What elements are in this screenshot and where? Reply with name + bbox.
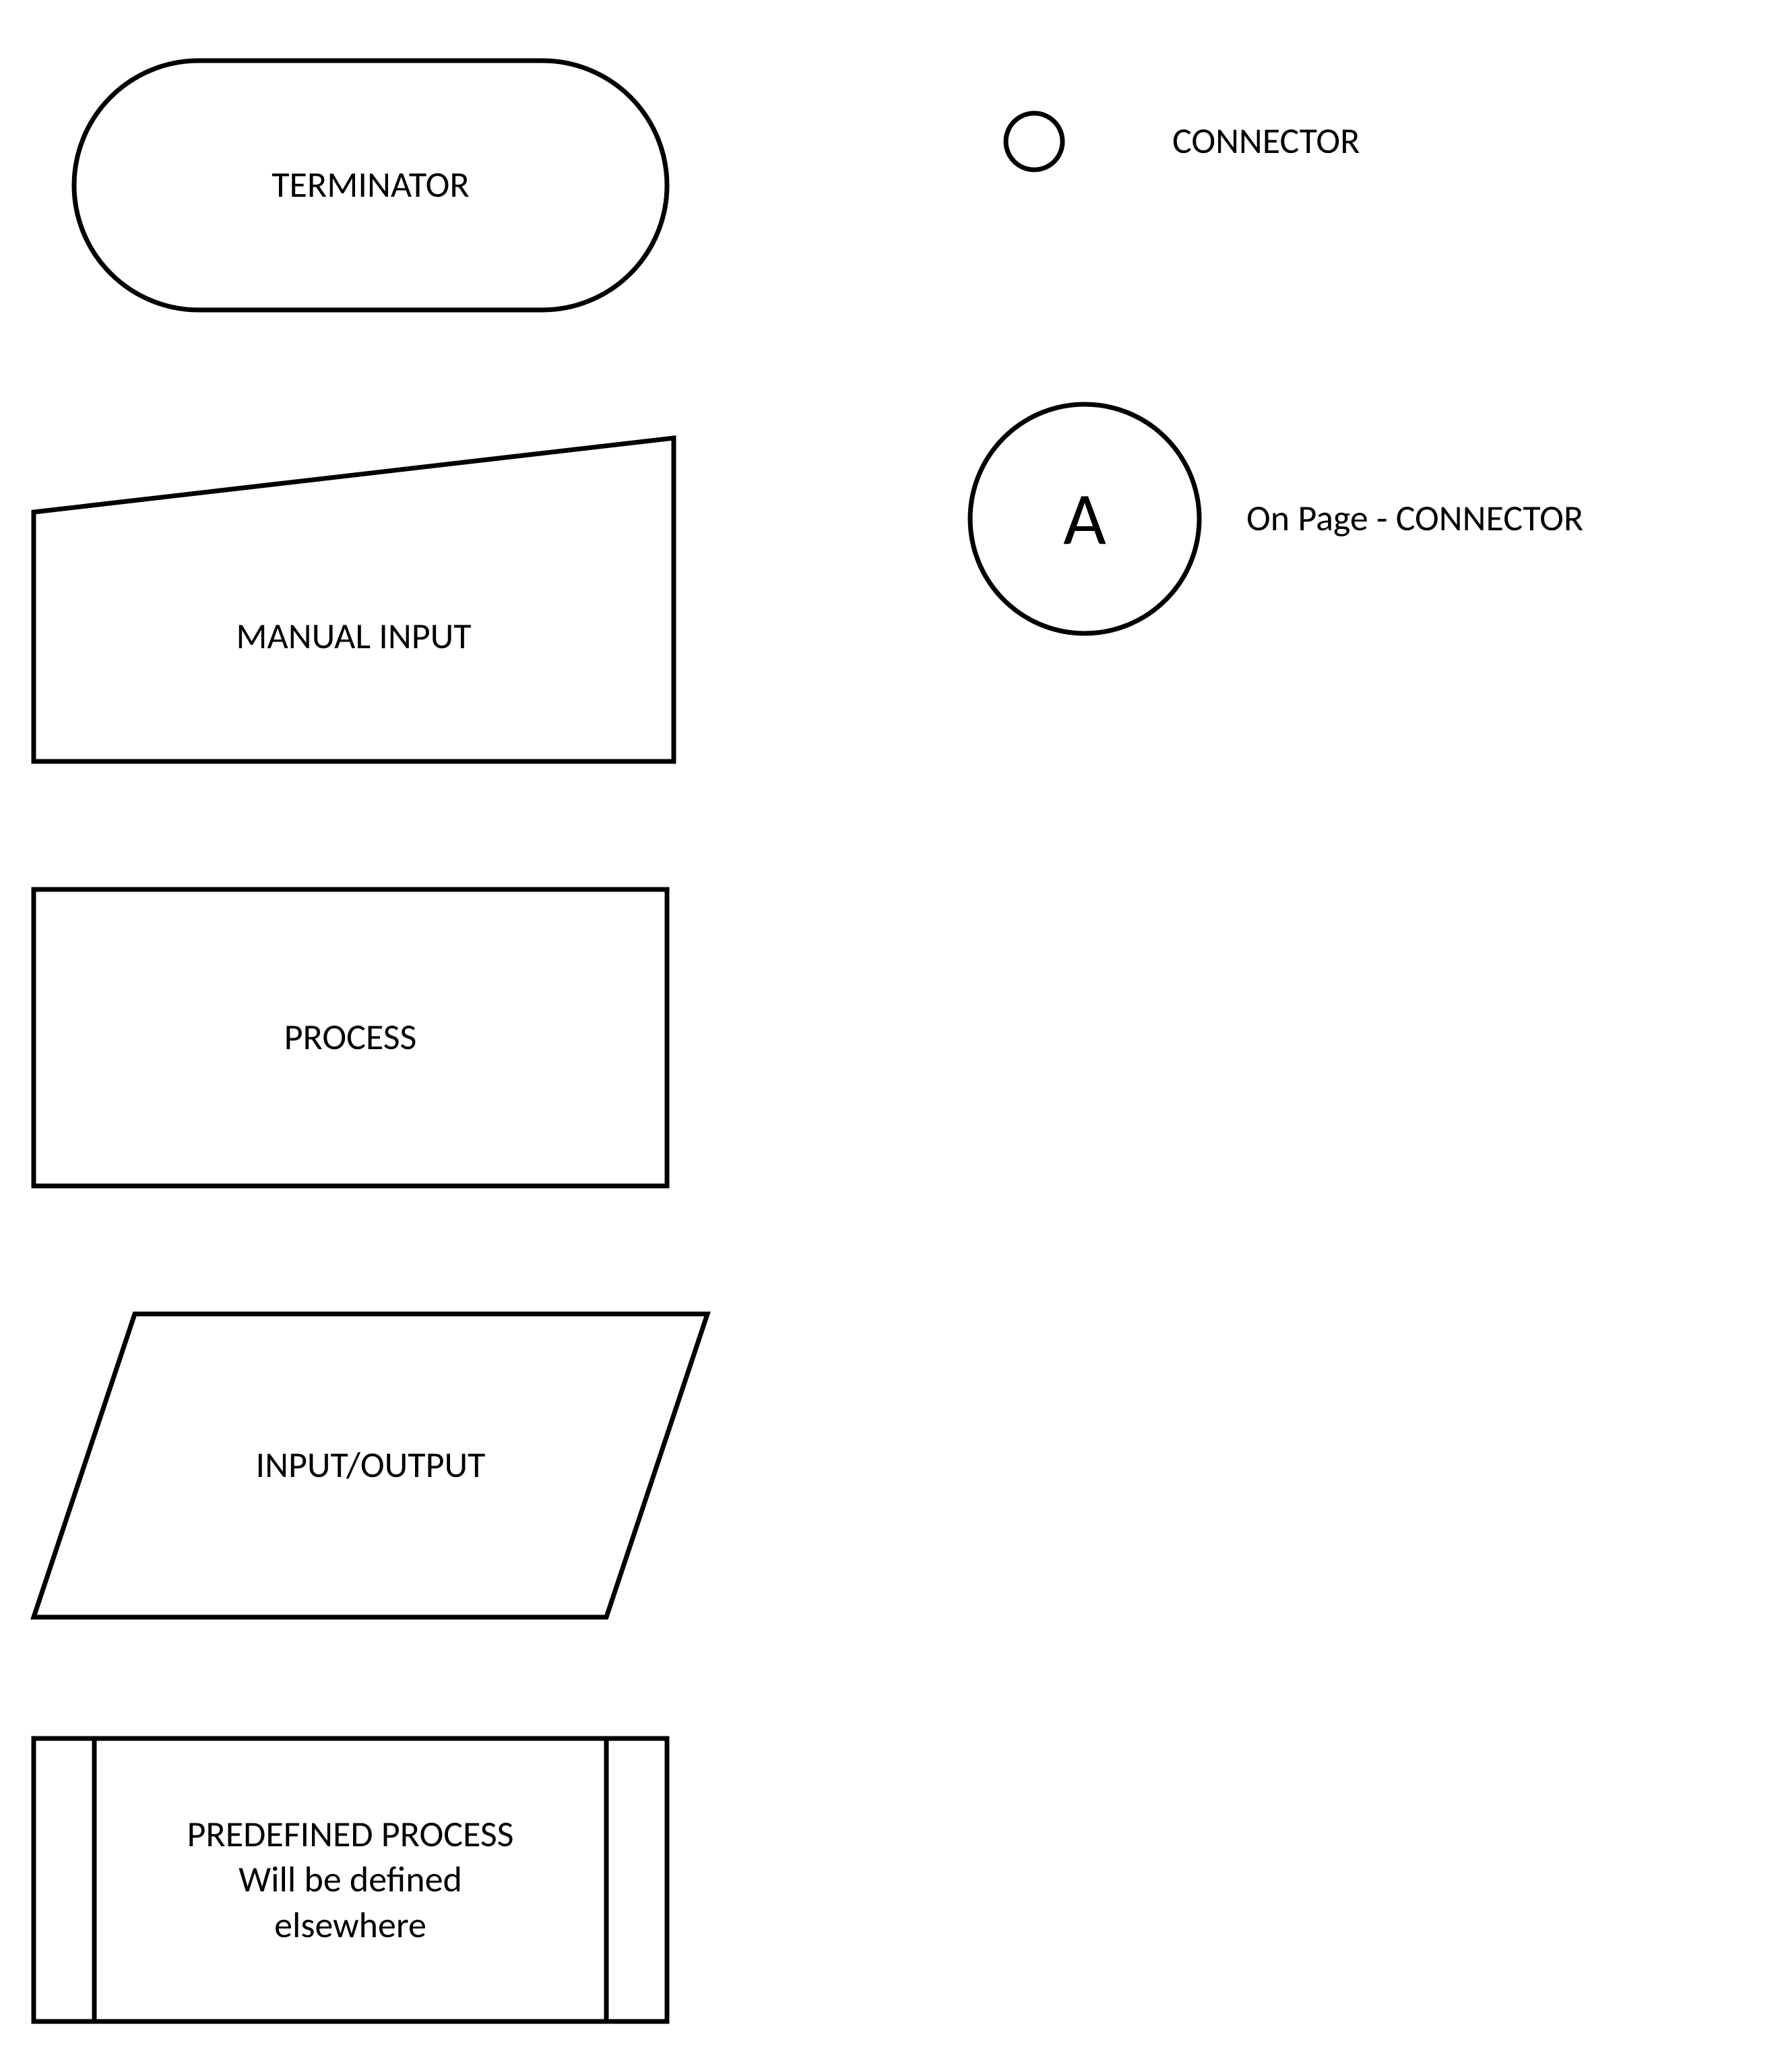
io-label: INPUT/OUTPUT (67, 1314, 674, 1617)
terminator-label: TERMINATOR (74, 61, 667, 310)
process-label: PROCESS (34, 889, 667, 1186)
manual-input-label: MANUAL INPUT (34, 512, 674, 761)
predefined-process-label: PREDEFINED PROCESS Will be defined elsew… (34, 1738, 667, 2021)
diagram-canvas: A TERMINATOR MANUAL INPUT PROCESS INPUT/OUT… (0, 0, 1780, 2072)
connector-shape (1006, 113, 1062, 170)
on-page-connector-inner-text: A (1063, 474, 1106, 565)
on-page-connector-label: On Page - CONNECTOR (1246, 478, 1718, 559)
connector-label: CONNECTOR (1172, 101, 1577, 182)
